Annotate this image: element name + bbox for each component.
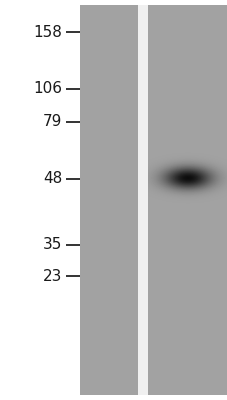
- Text: 158: 158: [33, 25, 62, 40]
- Text: 79: 79: [42, 114, 62, 130]
- Bar: [137, 5, 147, 395]
- Text: 35: 35: [42, 237, 62, 252]
- Text: 48: 48: [43, 171, 62, 186]
- Text: 23: 23: [42, 268, 62, 284]
- Text: 106: 106: [33, 81, 62, 96]
